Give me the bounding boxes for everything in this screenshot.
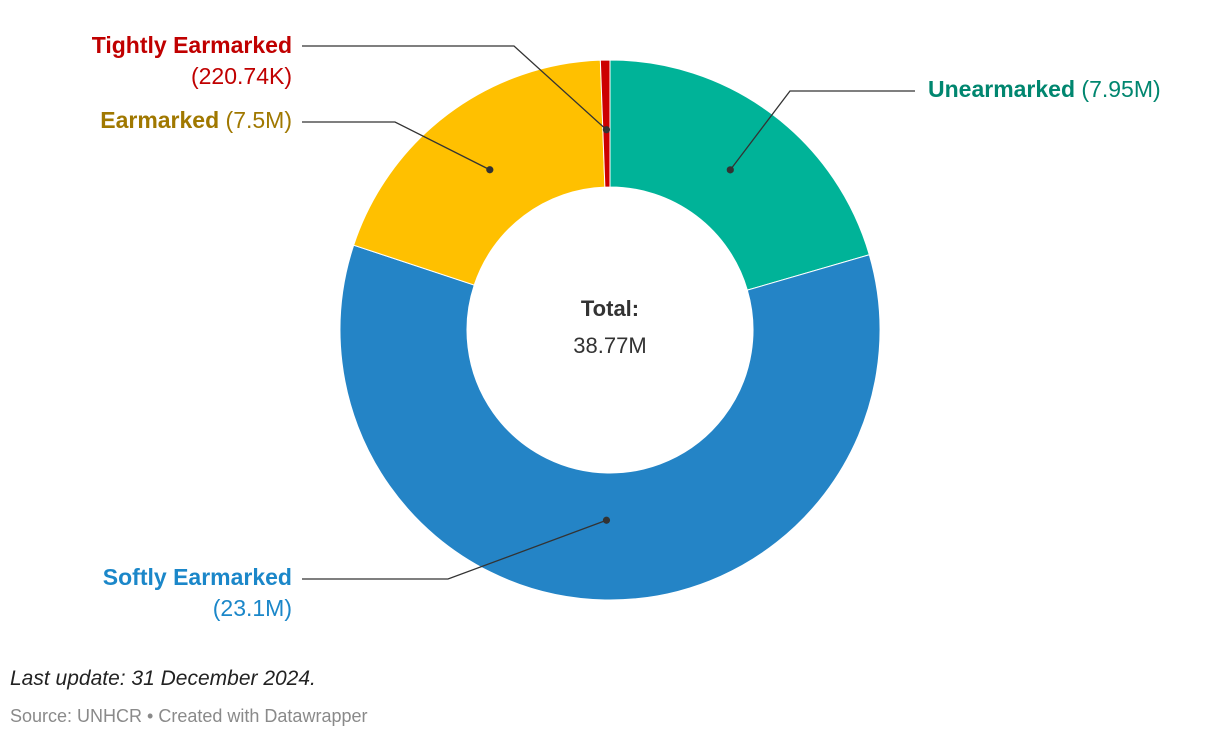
label-value-unearmarked: (7.95M) bbox=[1075, 76, 1161, 102]
label-value-tightly-earmarked: (220.74K) bbox=[191, 63, 292, 89]
label-value-earmarked: (7.5M) bbox=[219, 107, 292, 133]
source-credit: Source: UNHCR • Created with Datawrapper bbox=[10, 706, 367, 727]
leader-dot-tightly-earmarked bbox=[602, 126, 611, 134]
last-update-note: Last update: 31 December 2024. bbox=[10, 667, 316, 690]
leader-dot-earmarked bbox=[486, 166, 494, 174]
credit-link[interactable]: Created with Datawrapper bbox=[158, 706, 368, 726]
leader-line-unearmarked bbox=[729, 90, 915, 171]
label-name-softly-earmarked: Softly Earmarked bbox=[103, 564, 292, 590]
slice-tightly-earmarked bbox=[599, 59, 611, 188]
slice-earmarked bbox=[353, 59, 606, 286]
source-text: Source: UNHCR bbox=[10, 706, 143, 726]
slice-unearmarked bbox=[609, 59, 870, 291]
leader-dot-unearmarked bbox=[726, 166, 734, 174]
label-name-tightly-earmarked: Tightly Earmarked bbox=[92, 32, 292, 58]
label-unearmarked: Unearmarked (7.95M) bbox=[928, 76, 1161, 102]
separator-dot: • bbox=[147, 706, 154, 726]
total-label: Total: bbox=[581, 296, 639, 321]
leader-line-earmarked bbox=[302, 121, 491, 171]
donut-chart: Total: 38.77M Unearmarked (7.95M) Softly Ea… bbox=[92, 32, 1161, 621]
label-name-earmarked: Earmarked bbox=[100, 107, 219, 133]
leader-dot-softly-earmarked bbox=[602, 516, 611, 524]
label-earmarked: Earmarked (7.5M) bbox=[100, 107, 292, 133]
slice-softly-earmarked bbox=[339, 244, 881, 601]
label-value-softly-earmarked: (23.1M) bbox=[213, 595, 292, 621]
leader-line-tightly-earmarked bbox=[302, 45, 607, 131]
total-value: 38.77M bbox=[573, 333, 646, 358]
leader-line-softly-earmarked bbox=[302, 519, 607, 580]
label-name-unearmarked: Unearmarked bbox=[928, 76, 1075, 102]
